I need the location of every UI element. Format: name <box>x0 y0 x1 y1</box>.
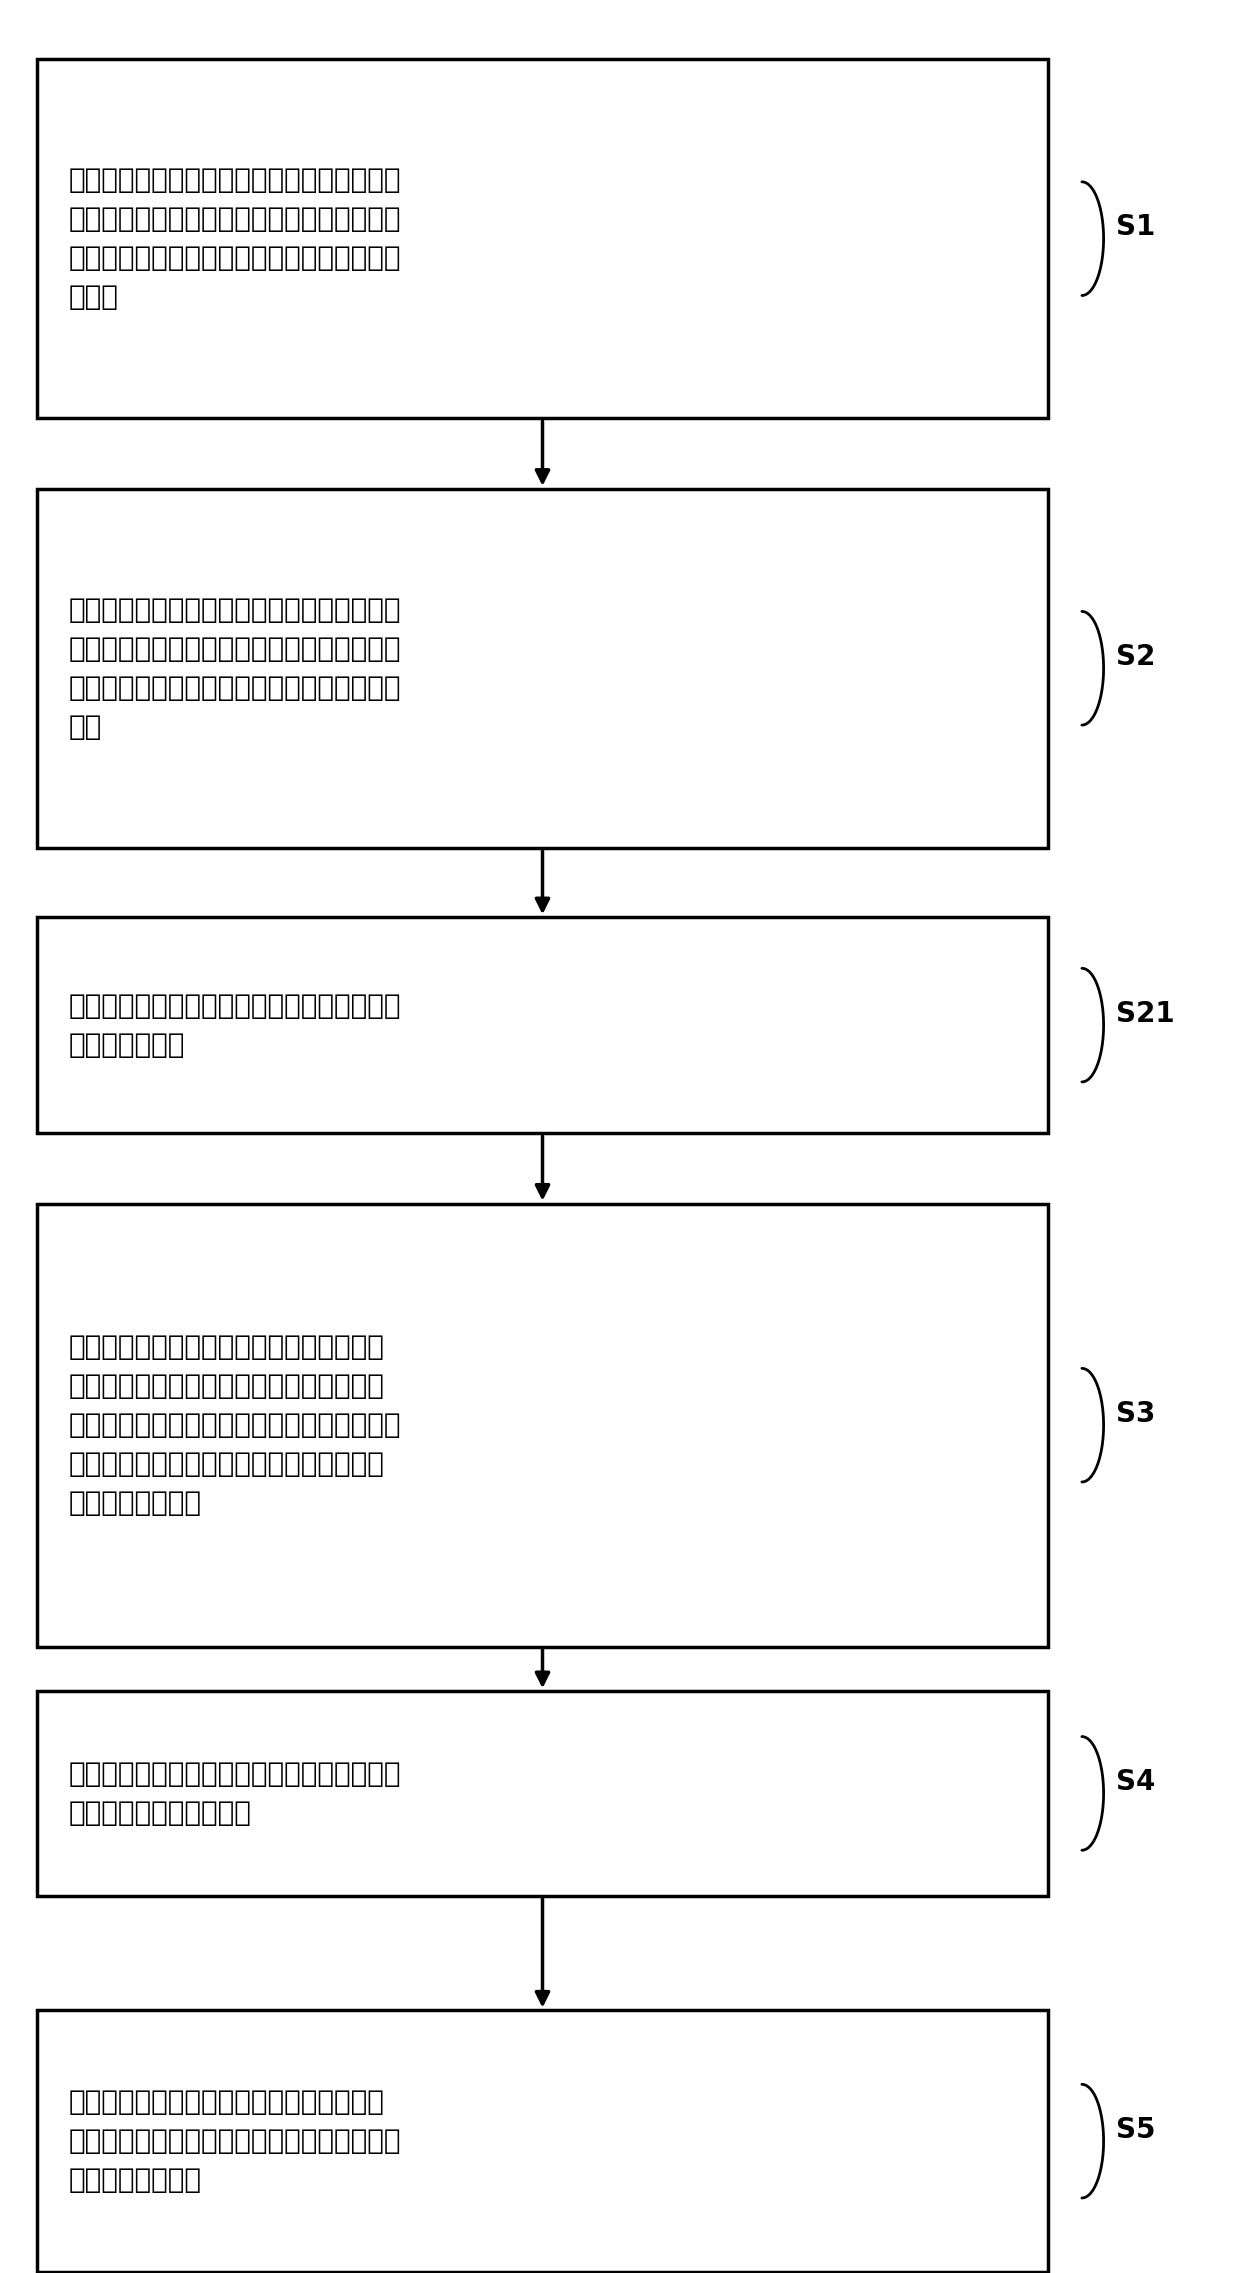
Bar <box>37 1691 1048 1896</box>
Text: 准备第二线圈，所述第二线圈具有第二螺旋迹
线，所述第二螺旋迹线的各绕组之间留有第二
间距，所述第二线圈包括第二内端部和第二外
端部: 准备第二线圈，所述第二线圈具有第二螺旋迹 线，所述第二螺旋迹线的各绕组之间留有第… <box>68 596 401 741</box>
Text: 对组装后的第一线圈和第二线圈进行覆膜操
作，在双线圈的充电线圈任意一侧或者两侧覆
上带粘性的承载膜: 对组装后的第一线圈和第二线圈进行覆膜操 作，在双线圈的充电线圈任意一侧或者两侧覆… <box>68 2089 401 2193</box>
Bar <box>37 2009 1048 2273</box>
Text: S1: S1 <box>1116 214 1156 241</box>
Text: S21: S21 <box>1116 1000 1174 1027</box>
Text: 准备第一线圈，所述第一线圈具有第一螺旋迹
线，所述第一螺旋迹线的各绕组之间留有第一
间距，所述第一线圈包括第一内端部和第一外
端部；: 准备第一线圈，所述第一线圈具有第一螺旋迹 线，所述第一螺旋迹线的各绕组之间留有第… <box>68 166 401 311</box>
Bar <box>37 489 1048 848</box>
Text: 利用连接线将第一线圈的第一内端部与第二线
圈的第二外端部相连接；: 利用连接线将第一线圈的第一内端部与第二线 圈的第二外端部相连接； <box>68 1759 401 1827</box>
Text: 对第一线圈和第二线圈中的任意一个或者两个
涂布绝缘涂层；: 对第一线圈和第二线圈中的任意一个或者两个 涂布绝缘涂层； <box>68 991 401 1059</box>
Text: S5: S5 <box>1116 2116 1156 2143</box>
Text: S4: S4 <box>1116 1768 1156 1796</box>
Bar <box>37 1205 1048 1646</box>
Text: S2: S2 <box>1116 643 1156 671</box>
Text: S3: S3 <box>1116 1400 1156 1427</box>
Text: 将第一线圈和第二线圈进行组装操作，将第
一线圈定位在所述第二线圈的所述第二间距
内，并且所述第二线圈被定位在所述第一线圈
的所述第一间距内，使第一线圈和第二线圈: 将第一线圈和第二线圈进行组装操作，将第 一线圈定位在所述第二线圈的所述第二间距 … <box>68 1334 401 1516</box>
Bar <box>37 916 1048 1132</box>
Bar <box>37 59 1048 418</box>
